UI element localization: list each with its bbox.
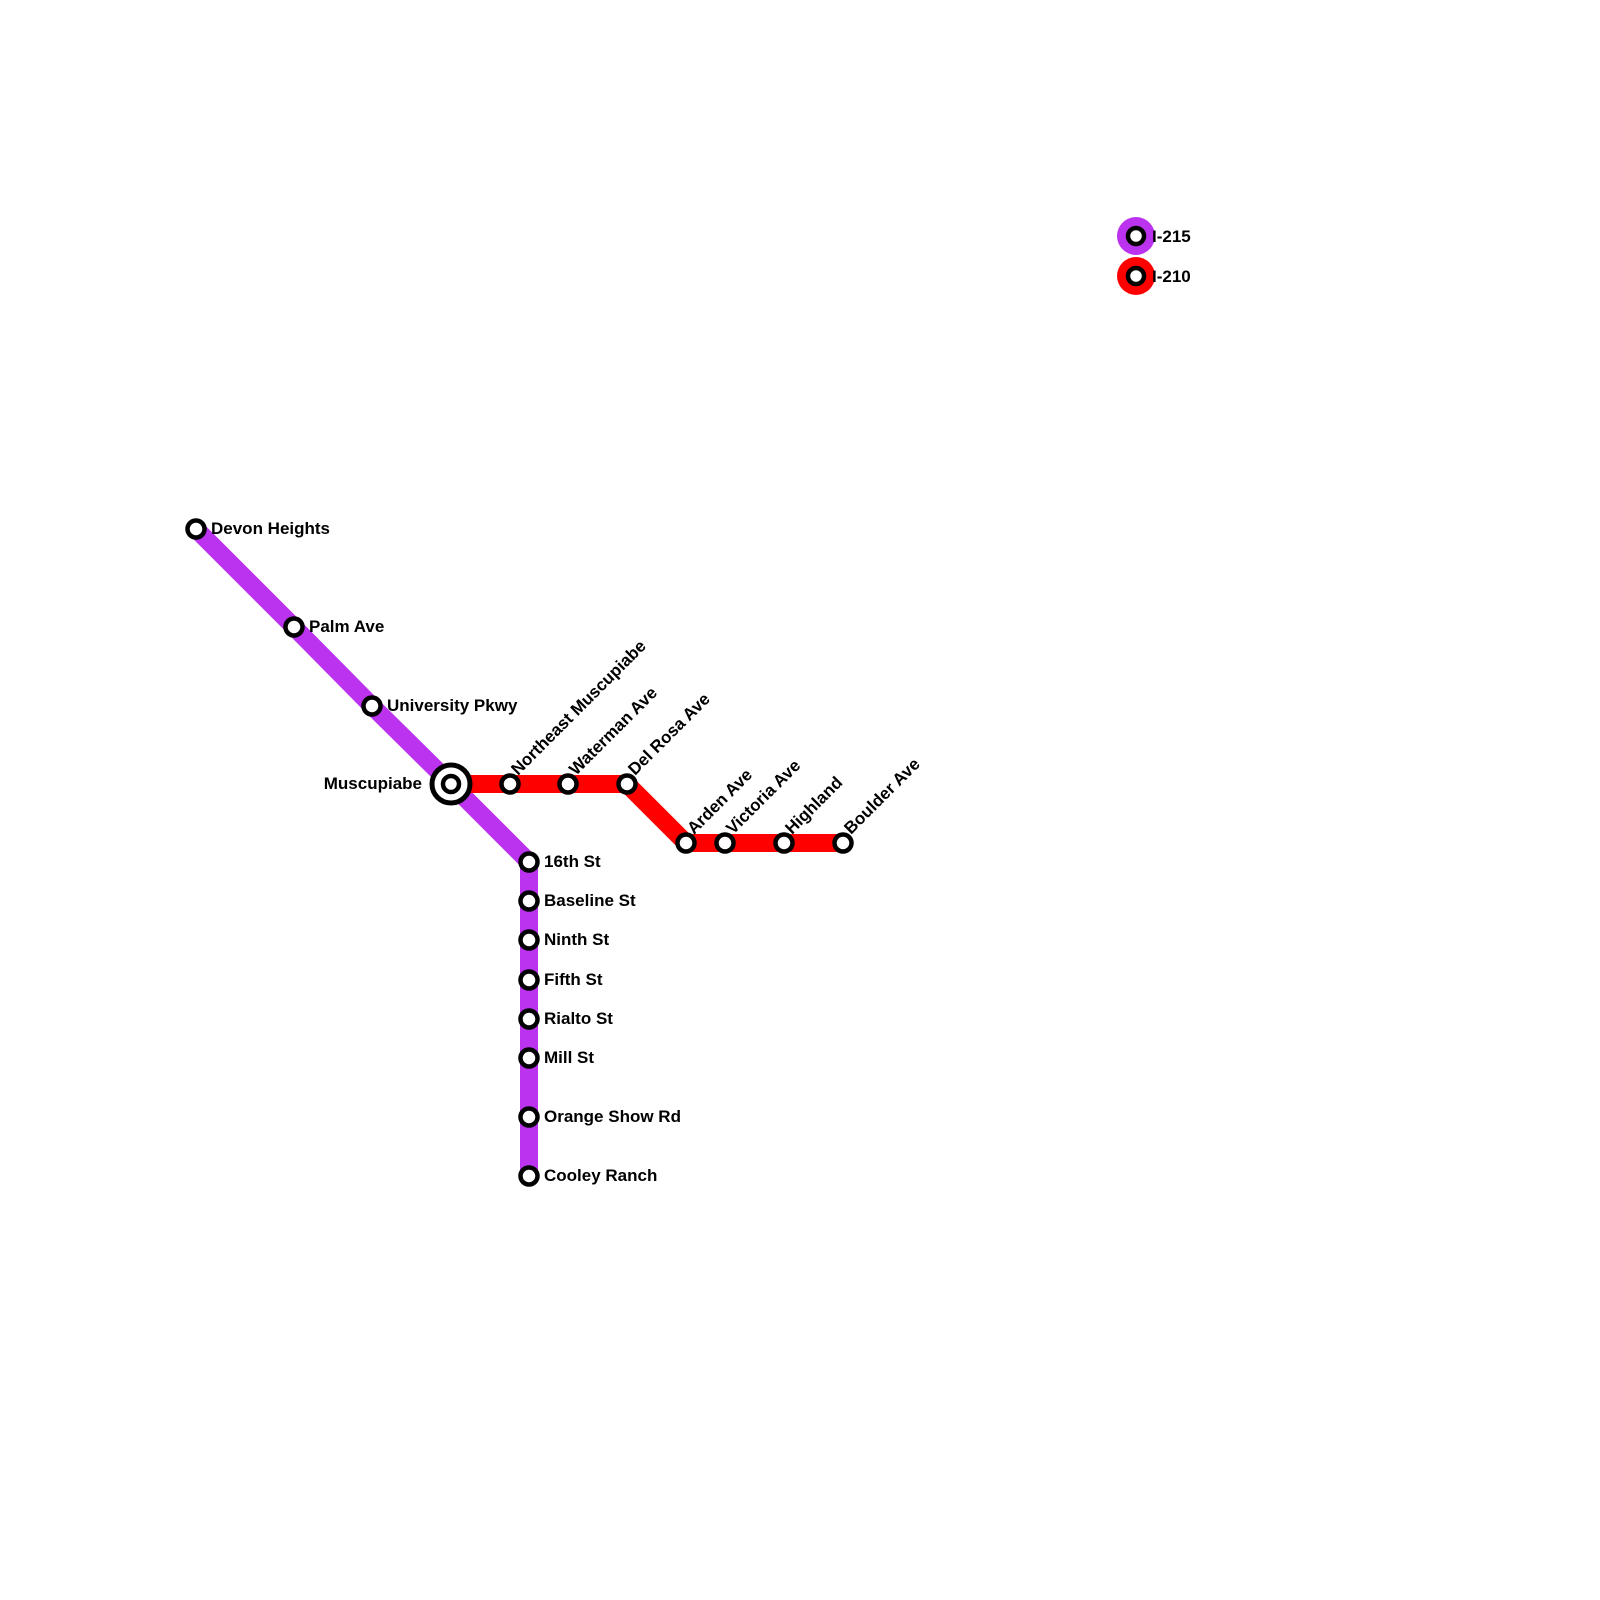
station-label: Highland <box>781 773 846 838</box>
station-16th-st[interactable]: 16th St <box>518 851 602 873</box>
station-icon <box>518 851 540 873</box>
station-label: Devon Heights <box>211 519 330 538</box>
station-icon <box>518 929 540 951</box>
legend: I-215 I-210 <box>1117 217 1191 295</box>
station-icon <box>518 1106 540 1128</box>
station-icon <box>675 832 697 854</box>
legend-label: I-210 <box>1152 267 1191 286</box>
station-icon <box>518 1165 540 1187</box>
station-mill-st[interactable]: Mill St <box>518 1047 595 1069</box>
station-boulder-ave[interactable]: Boulder Ave <box>832 754 924 854</box>
station-icon <box>499 773 521 795</box>
station-fifth-st[interactable]: Fifth St <box>518 969 603 991</box>
station-icon <box>361 695 383 717</box>
station-label: Mill St <box>544 1048 594 1067</box>
station-icon <box>518 969 540 991</box>
station-icon <box>185 518 207 540</box>
station-label: Ninth St <box>544 930 609 949</box>
station-icon <box>616 773 638 795</box>
station-icon <box>283 616 305 638</box>
station-label: 16th St <box>544 852 601 871</box>
station-icon <box>518 1008 540 1030</box>
station-icon <box>832 832 854 854</box>
station-ninth-st[interactable]: Ninth St <box>518 929 610 951</box>
station-university-pkwy[interactable]: University Pkwy <box>361 695 518 717</box>
legend-item-i215: I-215 <box>1117 217 1191 255</box>
station-icon <box>440 773 462 795</box>
station-muscupiabe[interactable]: Muscupiabe <box>324 762 473 806</box>
station-orange-show-rd[interactable]: Orange Show Rd <box>518 1106 681 1128</box>
station-label: Fifth St <box>544 970 603 989</box>
station-icon <box>518 890 540 912</box>
station-label: Orange Show Rd <box>544 1107 681 1126</box>
station-icon <box>518 1047 540 1069</box>
station-label: Palm Ave <box>309 617 384 636</box>
station-label: Baseline St <box>544 891 636 910</box>
station-label: University Pkwy <box>387 696 518 715</box>
station-label: Cooley Ranch <box>544 1166 657 1185</box>
station-cooley-ranch[interactable]: Cooley Ranch <box>518 1165 658 1187</box>
station-devon-heights[interactable]: Devon Heights <box>185 518 331 540</box>
station-label: Rialto St <box>544 1009 613 1028</box>
legend-item-i210: I-210 <box>1117 257 1191 295</box>
station-icon <box>1125 225 1147 247</box>
legend-label: I-215 <box>1152 227 1191 246</box>
station-icon <box>773 832 795 854</box>
station-palm-ave[interactable]: Palm Ave <box>283 616 385 638</box>
station-icon <box>714 832 736 854</box>
station-baseline-st[interactable]: Baseline St <box>518 890 636 912</box>
station-icon <box>1125 265 1147 287</box>
station-icon <box>557 773 579 795</box>
station-rialto-st[interactable]: Rialto St <box>518 1008 614 1030</box>
station-label: Boulder Ave <box>840 754 923 837</box>
station-label: Muscupiabe <box>324 774 422 793</box>
